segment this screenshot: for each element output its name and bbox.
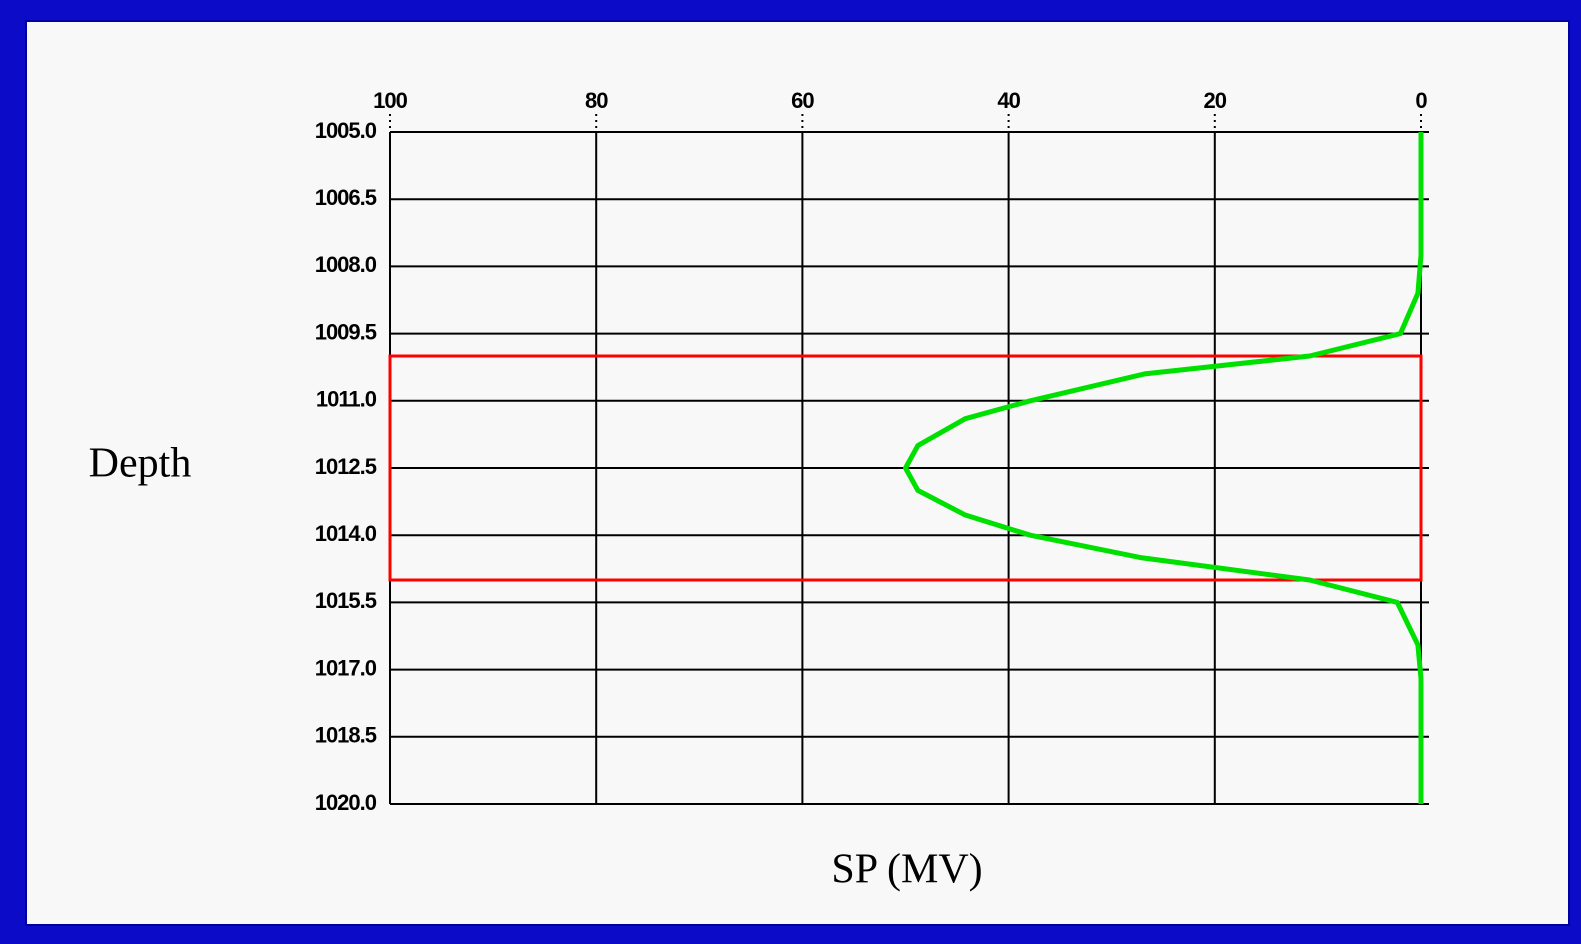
y-tick-label: 1008.0 xyxy=(315,252,377,277)
x-tick-label: 100 xyxy=(373,88,407,113)
y-tick-label: 1011.0 xyxy=(316,387,377,412)
y-tick-label: 1006.5 xyxy=(315,185,377,210)
y-tick-label: 1020.0 xyxy=(315,790,377,815)
y-axis-title: Depth xyxy=(89,441,192,487)
y-tick-label: 1009.5 xyxy=(315,319,377,344)
y-tick-label: 1018.5 xyxy=(315,723,377,748)
y-tick-label: 1005.0 xyxy=(315,118,377,143)
y-tick-label: 1017.0 xyxy=(315,655,377,680)
x-tick-label: 20 xyxy=(1204,88,1227,113)
x-tick-label: 60 xyxy=(791,88,814,113)
y-tick-label: 1015.5 xyxy=(315,588,377,613)
x-tick-label: 40 xyxy=(997,88,1020,113)
sp-curve xyxy=(903,132,1424,804)
panel xyxy=(25,20,1570,926)
y-tick-label: 1014.0 xyxy=(315,521,377,546)
zone-box xyxy=(388,354,1423,582)
x-tick-label: 0 xyxy=(1415,88,1427,113)
x-tick-label: 80 xyxy=(585,88,608,113)
y-tick-label: 1012.5 xyxy=(315,454,377,479)
x-axis-title: SP (MV) xyxy=(831,847,982,893)
